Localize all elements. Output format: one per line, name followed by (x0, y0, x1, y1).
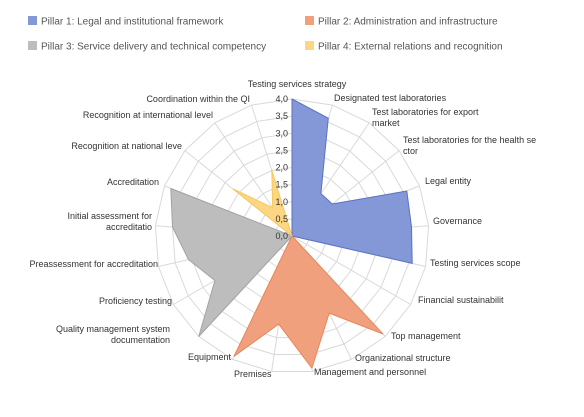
category-label: Coordination within the QI (146, 94, 250, 104)
radial-tick-labels: 0,0 0,5 1,0 1,5 2,0 2,5 3,0 3,5 4,0 (275, 94, 288, 241)
category-label: Accreditation (107, 177, 159, 187)
category-label: Governance (433, 216, 482, 226)
category-label: Preassessment for accreditation (29, 259, 158, 269)
category-label: Proficiency testing (99, 296, 172, 306)
legend-label-3: Pillar 3: Service delivery and technical… (41, 42, 266, 53)
tick-label: 3,5 (275, 111, 288, 121)
tick-label: 1,5 (275, 180, 288, 190)
series-area-1 (291, 98, 413, 264)
grid-spoke (291, 235, 411, 305)
series-area-4 (232, 170, 293, 237)
legend-swatch-3 (28, 41, 37, 50)
category-label: Top management (391, 331, 461, 341)
series-area-3 (170, 188, 293, 337)
grid-ring (154, 98, 430, 372)
legend-swatch-4 (305, 41, 314, 50)
legend-swatch-2 (305, 16, 314, 25)
legend-label-1: Pillar 1: Legal and institutional framew… (41, 17, 224, 28)
tick-label: 4,0 (275, 94, 288, 104)
tick-label: 0,5 (275, 214, 288, 224)
radar-series (170, 98, 413, 369)
category-label: Testing services strategy (248, 79, 347, 89)
grid-ring (171, 115, 413, 355)
category-label: Designated test laboratories (334, 93, 447, 103)
category-label: Financial sustainabilit (418, 295, 504, 305)
tick-label: 0,0 (275, 231, 288, 241)
tick-label: 1,0 (275, 197, 288, 207)
legend-swatch-1 (28, 16, 37, 25)
category-label: Test laboratories for the health se ctor (403, 135, 536, 156)
category-label: Legal entity (425, 176, 472, 186)
tick-label: 3,0 (275, 128, 288, 138)
category-label: Premises (234, 369, 272, 379)
legend: Pillar 1: Legal and institutional framew… (28, 16, 503, 53)
legend-label-4: Pillar 4: External relations and recogni… (318, 42, 503, 53)
category-label: Recognition at international level (83, 110, 213, 120)
category-label: Management and personnel (314, 367, 426, 377)
category-label: Recognition at national leve (71, 141, 182, 151)
category-labels: Testing services strategy Designated test… (29, 79, 536, 379)
tick-label: 2,5 (275, 145, 288, 155)
category-label: Testing services scope (430, 258, 521, 268)
series-area-2 (233, 235, 384, 369)
category-label: Initial assessment for accreditatio (67, 211, 152, 232)
legend-label-2: Pillar 2: Administration and infrastruct… (318, 17, 498, 28)
category-label: Test laboratories for export market (372, 107, 479, 128)
tick-label: 2,0 (275, 163, 288, 173)
category-label: Organizational structure (355, 353, 451, 363)
category-label: Quality management system documentation (56, 324, 170, 345)
category-label: Equipment (188, 352, 232, 362)
